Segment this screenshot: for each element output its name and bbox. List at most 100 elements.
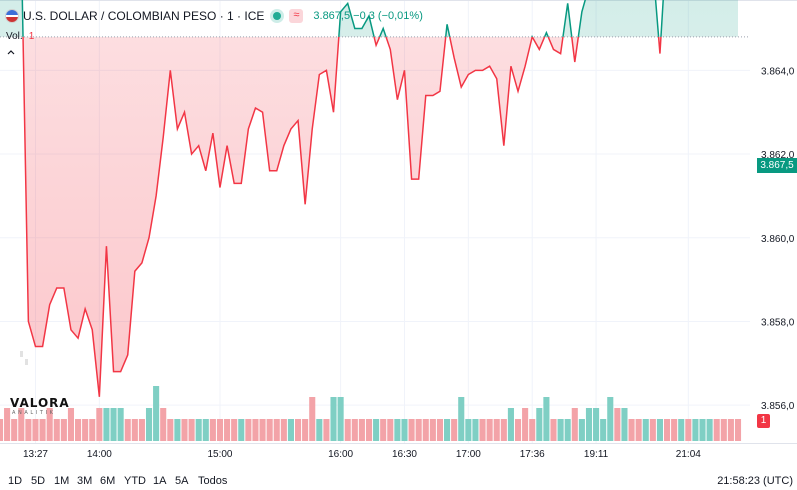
volume-bar [720, 419, 727, 441]
volume-bar [408, 419, 415, 441]
volume-bar [713, 419, 720, 441]
volume-bar [188, 419, 195, 441]
volume-bar [75, 419, 82, 441]
volume-bar [124, 419, 131, 441]
price-area [0, 0, 750, 397]
watermark-logo: VALORA ANALITIK [10, 351, 70, 416]
volume-bar [401, 419, 408, 441]
volume-bar [493, 419, 500, 441]
range-6m[interactable]: 6M [100, 475, 116, 487]
symbol-title[interactable]: U.S. DOLLAR / COLOMBIAN PESO · 1 · ICE [23, 9, 265, 23]
volume-bar [600, 419, 607, 441]
volume-bar [649, 419, 656, 441]
volume-value: 1 [28, 31, 35, 42]
volume-bar [209, 419, 216, 441]
volume-bar [294, 419, 302, 441]
y-tick-label: 3.862,0 [761, 150, 795, 161]
x-tick-label: 16:00 [328, 449, 353, 460]
volume-bar [522, 408, 529, 441]
volume-bar [309, 397, 316, 441]
volume-bar [692, 419, 699, 441]
volume-bar [46, 408, 53, 441]
range-ytd[interactable]: YTD [124, 475, 146, 487]
range-5a[interactable]: 5A [175, 475, 189, 487]
y-tick-label: 3.860,0 [761, 234, 795, 245]
volume-bar [642, 419, 649, 441]
volume-bar [593, 408, 600, 441]
last-price-label: 3.867,5 [757, 158, 797, 173]
price-axis[interactable]: 3.856,03.858,03.860,03.862,03.864,03.866… [761, 0, 795, 412]
volume-bar [678, 419, 685, 441]
volume-bar [685, 419, 692, 441]
volume-bar [656, 419, 663, 441]
volume-bar [252, 419, 259, 441]
volume-bar [153, 386, 160, 441]
range-1d[interactable]: 1D [8, 475, 23, 487]
price-line [21, 0, 664, 397]
range-5d[interactable]: 5D [31, 475, 46, 487]
volume-bar [131, 419, 138, 441]
volume-bar [238, 419, 245, 441]
volume-bar [621, 408, 628, 441]
volume-bar [32, 419, 39, 441]
volume-bar [216, 419, 224, 441]
volume-bar [103, 408, 110, 441]
volume-bar [436, 419, 444, 441]
volume-bar [578, 419, 585, 441]
volume-bar [330, 397, 337, 441]
bottom-toolbar [0, 471, 797, 490]
volume-bar [387, 419, 394, 441]
volume-bar [536, 408, 543, 441]
volume-bar [614, 408, 621, 441]
volume-bar [699, 419, 706, 441]
x-tick-label: 16:30 [392, 449, 417, 460]
volume-bar [202, 419, 209, 441]
range-3m[interactable]: 3M [77, 475, 93, 487]
volume-bar [628, 419, 635, 441]
x-tick-label: 15:00 [207, 449, 232, 460]
volume-bar [4, 408, 11, 441]
volume-bar [259, 419, 266, 441]
volume-bars [0, 386, 742, 441]
volume-label-badge: 1 [757, 414, 770, 428]
market-status-icon[interactable] [273, 12, 282, 20]
volume-bar [458, 397, 465, 441]
volume-bar [195, 419, 202, 441]
volume-bar [181, 419, 188, 441]
collapse-legend-icon[interactable] [7, 49, 15, 55]
volume-bar [231, 419, 238, 441]
volume-bar [167, 419, 174, 441]
data-badge-icon[interactable]: ≈ [289, 9, 304, 23]
area-below-baseline [0, 36, 738, 397]
volume-bar [373, 419, 380, 441]
volume-bar [351, 419, 358, 441]
volume-bar [110, 408, 117, 441]
range-all[interactable]: Todos [198, 475, 228, 487]
volume-bar [415, 419, 422, 441]
volume-bar [245, 419, 252, 441]
watermark-name: VALORA [10, 396, 70, 410]
volume-bar [60, 419, 67, 441]
watermark-sub: ANALITIK [12, 410, 56, 416]
volume-bar [280, 419, 287, 441]
volume-bar [734, 419, 742, 441]
y-tick-label: 3.858,0 [761, 317, 795, 328]
volume-bar [557, 419, 564, 441]
volume-bar [174, 419, 181, 441]
volume-bar [337, 397, 344, 441]
volume-legend[interactable]: Vol. 1 [6, 31, 34, 42]
volume-bar [465, 419, 472, 441]
y-tick-label: 3.864,0 [761, 66, 795, 77]
range-1a[interactable]: 1A [153, 475, 167, 487]
clock-timezone[interactable]: 21:58:23 (UTC) [717, 475, 793, 487]
range-1m[interactable]: 1M [54, 475, 70, 487]
flag-icon [6, 10, 18, 22]
price-line-up [21, 0, 664, 37]
volume-bar [82, 419, 89, 441]
volume-bar [18, 408, 25, 441]
x-tick-label: 14:00 [87, 449, 112, 460]
volume-bar [53, 419, 60, 441]
volume-bar [444, 419, 451, 441]
time-axis[interactable]: 13:27 14:00 15:00 16:00 16:30 17:00 17:36 19:11… [23, 449, 701, 460]
